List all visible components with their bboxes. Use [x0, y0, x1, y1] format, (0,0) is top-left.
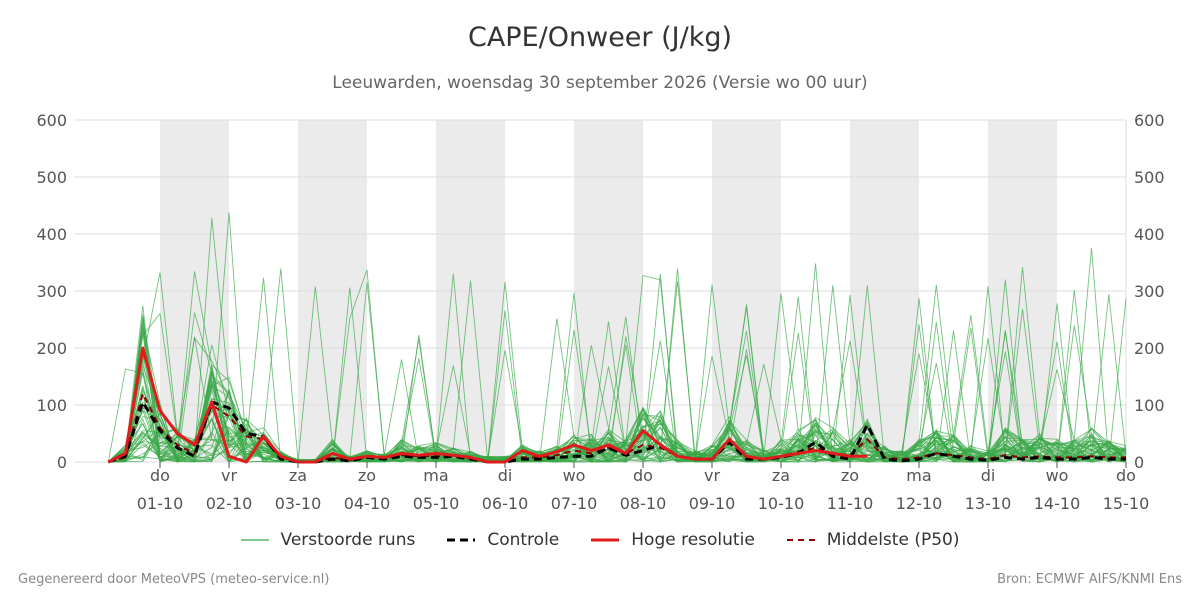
y-tick-label-left: 300	[36, 282, 67, 301]
x-tick-weekday: za	[772, 466, 790, 485]
legend-swatch-high-resolution	[591, 538, 620, 542]
x-tick-weekday: do	[1116, 466, 1136, 485]
x-tick-date: 10-10	[758, 494, 805, 513]
x-tick-weekday: zo	[841, 466, 859, 485]
y-tick-label-right: 100	[1134, 396, 1165, 415]
legend-label-high-resolution: Hoge resolutie	[631, 530, 755, 550]
x-tick-date: 11-10	[827, 494, 874, 513]
x-tick-date: 01-10	[137, 494, 184, 513]
x-tick-date: 05-10	[413, 494, 460, 513]
y-tick-label-right: 0	[1134, 453, 1144, 472]
legend: Verstoorde runs Controle Hoge resolutie …	[0, 530, 1200, 550]
footer-source: Bron: ECMWF AIFS/KNMI Ens	[997, 572, 1182, 587]
x-tick-weekday: wo	[1046, 466, 1069, 485]
x-tick-weekday: zo	[358, 466, 376, 485]
x-tick-weekday: ma	[906, 466, 931, 485]
x-tick-weekday: wo	[563, 466, 586, 485]
x-tick-date: 14-10	[1034, 494, 1081, 513]
y-tick-label-right: 600	[1134, 111, 1165, 130]
x-tick-weekday: do	[150, 466, 170, 485]
legend-swatch-median	[786, 539, 815, 541]
x-tick-date: 15-10	[1103, 494, 1150, 513]
control-line	[107, 400, 1126, 464]
footer-credit: Gegenereerd door MeteoVPS (meteo-service…	[18, 572, 330, 587]
legend-item-ensemble[interactable]: Verstoorde runs	[240, 530, 416, 550]
legend-label-median: Middelste (P50)	[826, 530, 960, 550]
high-resolution-line	[107, 346, 868, 464]
x-tick-date: 08-10	[620, 494, 667, 513]
x-tick-weekday: di	[498, 466, 513, 485]
x-tick-weekday: do	[633, 466, 653, 485]
x-tick-date: 06-10	[482, 494, 529, 513]
y-tick-label-left: 100	[36, 396, 67, 415]
y-tick-label-left: 500	[36, 168, 67, 187]
y-tick-label-right: 200	[1134, 339, 1165, 358]
x-tick-weekday: di	[981, 466, 996, 485]
x-tick-date: 09-10	[689, 494, 736, 513]
y-tick-label-left: 0	[57, 453, 67, 472]
legend-item-control[interactable]: Controle	[447, 530, 559, 550]
chart-subtitle: Leeuwarden, woensdag 30 september 2026 (…	[332, 73, 868, 93]
legend-label-control: Controle	[487, 530, 560, 550]
y-tick-label-left: 600	[36, 111, 67, 130]
ensemble-member-line	[108, 401, 1127, 463]
x-tick-weekday: ma	[423, 466, 448, 485]
legend-swatch-control	[447, 538, 476, 542]
ensemble-member-line	[108, 388, 1127, 463]
y-tick-label-left: 400	[36, 225, 67, 244]
ensemble-member-line	[107, 268, 1127, 463]
y-tick-label-right: 400	[1134, 225, 1165, 244]
x-tick-date: 13-10	[965, 494, 1012, 513]
chart-title: CAPE/Onweer (J/kg)	[467, 22, 732, 53]
legend-label-ensemble: Verstoorde runs	[280, 530, 416, 550]
legend-swatch-ensemble	[240, 539, 269, 541]
x-tick-weekday: vr	[704, 466, 720, 485]
y-tick-label-right: 500	[1134, 168, 1165, 187]
x-tick-weekday: za	[289, 466, 307, 485]
x-tick-date: 07-10	[551, 494, 598, 513]
x-tick-date: 12-10	[896, 494, 943, 513]
legend-item-high-resolution[interactable]: Hoge resolutie	[591, 530, 755, 550]
y-tick-label-right: 300	[1134, 282, 1165, 301]
x-tick-date: 03-10	[275, 494, 322, 513]
x-tick-date: 02-10	[206, 494, 253, 513]
x-tick-date: 04-10	[344, 494, 391, 513]
y-tick-label-left: 200	[36, 339, 67, 358]
legend-item-median[interactable]: Middelste (P50)	[786, 530, 960, 550]
x-tick-weekday: vr	[221, 466, 237, 485]
